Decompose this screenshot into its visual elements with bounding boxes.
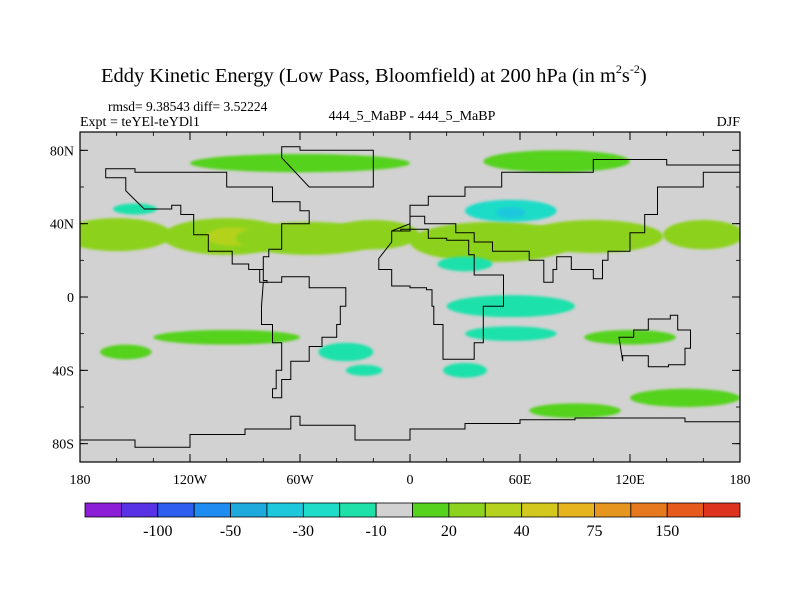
colorbar-swatch bbox=[666, 502, 705, 518]
anomaly-patch bbox=[663, 220, 740, 250]
y-tick-label: 0 bbox=[67, 291, 74, 306]
coastline-north-america bbox=[105, 168, 310, 283]
colorbar-swatch bbox=[339, 502, 377, 518]
colorbar-swatch bbox=[230, 502, 268, 518]
colorbar-swatch bbox=[521, 502, 559, 518]
stats-label: rmsd= 9.38543 diff= 3.52224 bbox=[108, 99, 268, 114]
colorbar-swatch bbox=[412, 502, 450, 518]
anomaly-patch bbox=[483, 150, 630, 173]
x-tick-label: 120W bbox=[173, 473, 208, 488]
anomaly-patch bbox=[153, 330, 300, 345]
anomaly-patch bbox=[113, 203, 157, 215]
title-unit-exp2: -2 bbox=[630, 62, 640, 76]
colorbar-swatch bbox=[84, 502, 122, 518]
colorbar-swatch bbox=[703, 502, 741, 518]
anomaly-patch bbox=[446, 295, 575, 318]
anomaly-patch bbox=[523, 220, 663, 253]
x-axis: 180 120W 60W 0 60E 120E 180 bbox=[70, 132, 751, 488]
colorbar-swatch bbox=[594, 502, 632, 518]
anomaly-patch bbox=[529, 403, 621, 418]
colorbar-swatch bbox=[448, 502, 486, 518]
x-tick-label: 0 bbox=[407, 473, 414, 488]
title-unit-s: s bbox=[622, 65, 630, 87]
colorbar-swatch bbox=[630, 502, 668, 518]
anomaly-patch bbox=[630, 388, 740, 408]
colorbar-swatch bbox=[557, 502, 595, 518]
plot-area: 180 120W 60W 0 60E 120E 180 80N 40N 0 40S 80S bbox=[50, 131, 751, 488]
anomaly-patch bbox=[190, 154, 410, 173]
plot-background bbox=[80, 132, 740, 462]
chart-title: Eddy Kinetic Energy (Low Pass, Bloomfiel… bbox=[101, 62, 647, 87]
center-label: 444_5_MaBP - 444_5_MaBP bbox=[329, 109, 496, 124]
y-tick-label: 40N bbox=[50, 218, 74, 233]
x-tick-label: 60E bbox=[509, 473, 532, 488]
colorbar-label: -10 bbox=[365, 523, 386, 540]
colorbar-swatch bbox=[266, 502, 304, 518]
anomaly-patch bbox=[318, 342, 374, 362]
coastline-south-america bbox=[261, 276, 347, 399]
coastline-eurasia bbox=[391, 159, 740, 283]
coastline-layer bbox=[80, 146, 740, 462]
coastline-australia bbox=[618, 314, 691, 368]
colorbar-swatch bbox=[120, 502, 159, 518]
coastline-greenland bbox=[281, 146, 374, 188]
title-close: ) bbox=[640, 65, 647, 87]
coastline-africa bbox=[378, 228, 504, 360]
colorbar-swatch bbox=[193, 502, 231, 518]
season-label: DJF bbox=[717, 115, 741, 130]
title-main: Eddy Kinetic Energy (Low Pass, Bloomfiel… bbox=[101, 65, 616, 87]
colorbar-label: 75 bbox=[586, 523, 602, 540]
colorbar-swatch bbox=[375, 502, 413, 518]
anomaly-layer bbox=[80, 150, 740, 418]
y-axis: 80N 40N 0 40S 80S bbox=[50, 144, 740, 453]
y-tick-label: 80N bbox=[50, 144, 74, 159]
y-tick-label: 80S bbox=[52, 438, 74, 453]
anomaly-patch bbox=[465, 326, 557, 341]
coastline-antarctica bbox=[80, 415, 740, 462]
title-unit-exp1: 2 bbox=[616, 62, 622, 76]
anomaly-patch bbox=[437, 256, 493, 272]
colorbar-label: 20 bbox=[441, 523, 457, 540]
colorbar-label: -30 bbox=[293, 523, 314, 540]
colorbar-label: -50 bbox=[220, 523, 241, 540]
x-tick-label: 60W bbox=[286, 473, 314, 488]
colorbar-swatch bbox=[302, 502, 341, 518]
x-tick-label: 180 bbox=[70, 473, 91, 488]
colorbar-label: -100 bbox=[143, 523, 172, 540]
x-tick-label: 120E bbox=[615, 473, 645, 488]
expt-label: Expt = teYEl-teYDl1 bbox=[80, 115, 200, 130]
anomaly-patch bbox=[80, 218, 172, 252]
colorbar-label: 40 bbox=[514, 523, 530, 540]
anomaly-patch bbox=[496, 207, 526, 219]
colorbar-swatch bbox=[157, 502, 195, 518]
anomaly-patch bbox=[443, 363, 487, 378]
anomaly-patch bbox=[100, 344, 152, 360]
colorbar: -100 -50 -30 -10 20 40 75 150 bbox=[84, 502, 741, 540]
anomaly-patch bbox=[327, 220, 420, 250]
colorbar-swatch bbox=[484, 502, 523, 518]
colorbar-label: 150 bbox=[655, 523, 679, 540]
y-tick-label: 40S bbox=[52, 364, 74, 379]
x-tick-label: 180 bbox=[730, 473, 751, 488]
anomaly-patch bbox=[345, 364, 383, 376]
